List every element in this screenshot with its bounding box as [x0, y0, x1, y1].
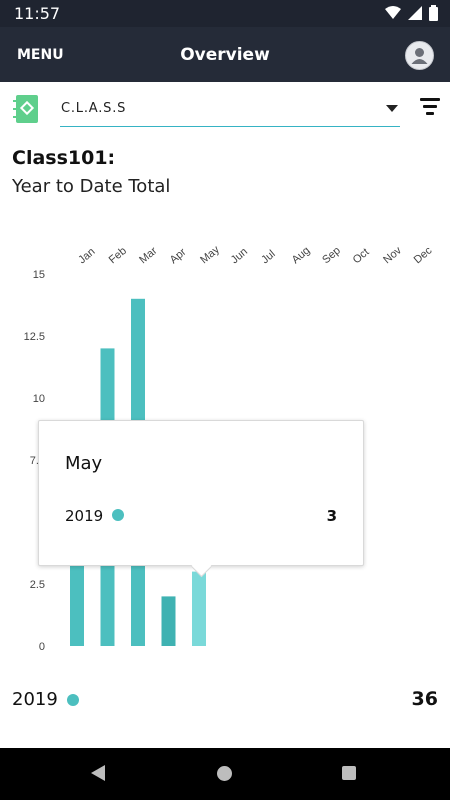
class-selector-row: C.L.A.S.S	[0, 88, 450, 132]
bar-apr[interactable]	[161, 596, 176, 646]
status-bar: 11:57	[0, 0, 450, 27]
x-tick-label: Oct	[351, 246, 372, 266]
y-tick-label: 15	[33, 269, 45, 281]
tooltip-value: 3	[326, 507, 337, 525]
avatar[interactable]	[405, 41, 434, 70]
system-nav-bar	[0, 748, 450, 800]
class-name-heading: Class101:	[12, 147, 116, 169]
legend-total-row: 2019 36	[0, 686, 450, 716]
wifi-icon	[385, 6, 401, 19]
tooltip-series-name: 2019	[65, 507, 104, 525]
page-title: Overview	[180, 45, 270, 65]
y-tick-label: 12.5	[24, 331, 45, 343]
x-tick-label: Feb	[107, 245, 129, 266]
x-tick-label: May	[198, 243, 222, 266]
class-select[interactable]: C.L.A.S.S	[60, 92, 400, 127]
x-tick-label: Jun	[229, 246, 250, 267]
notebook-icon	[13, 95, 38, 123]
x-tick-label: Apr	[168, 246, 189, 266]
y-tick-label: 2.5	[30, 579, 45, 591]
legend-year: 2019	[12, 689, 58, 710]
app-bar: MENU Overview	[0, 27, 450, 82]
tooltip-month: May	[65, 453, 103, 474]
x-tick-label: Dec	[412, 244, 435, 266]
y-tick-label: 10	[33, 393, 45, 405]
filter-icon[interactable]	[418, 98, 442, 120]
recents-icon[interactable]	[342, 766, 356, 780]
y-tick-label: 0	[39, 641, 45, 653]
dropdown-caret-icon[interactable]	[386, 105, 398, 112]
battery-icon	[429, 5, 438, 21]
home-icon[interactable]	[217, 766, 232, 781]
back-icon[interactable]	[91, 765, 105, 781]
user-icon	[411, 48, 428, 64]
chart-tooltip: May 2019 3	[38, 420, 364, 578]
chart-subtitle: Year to Date Total	[12, 176, 171, 197]
x-tick-label: Jan	[76, 246, 97, 267]
tooltip-series-dot	[112, 509, 124, 521]
x-tick-label: Nov	[381, 244, 404, 266]
status-icons	[385, 5, 438, 21]
signal-icon	[408, 6, 422, 20]
legend-series-dot	[67, 694, 79, 706]
x-tick-label: Jul	[259, 248, 277, 266]
bar-may[interactable]	[192, 571, 206, 646]
class-select-value: C.L.A.S.S	[61, 101, 127, 116]
x-tick-label: Aug	[290, 245, 313, 267]
x-tick-label: Sep	[320, 245, 343, 267]
status-time: 11:57	[14, 4, 61, 23]
menu-button[interactable]: MENU	[17, 47, 64, 63]
total-value: 36	[411, 688, 438, 710]
x-tick-label: Mar	[137, 245, 159, 267]
